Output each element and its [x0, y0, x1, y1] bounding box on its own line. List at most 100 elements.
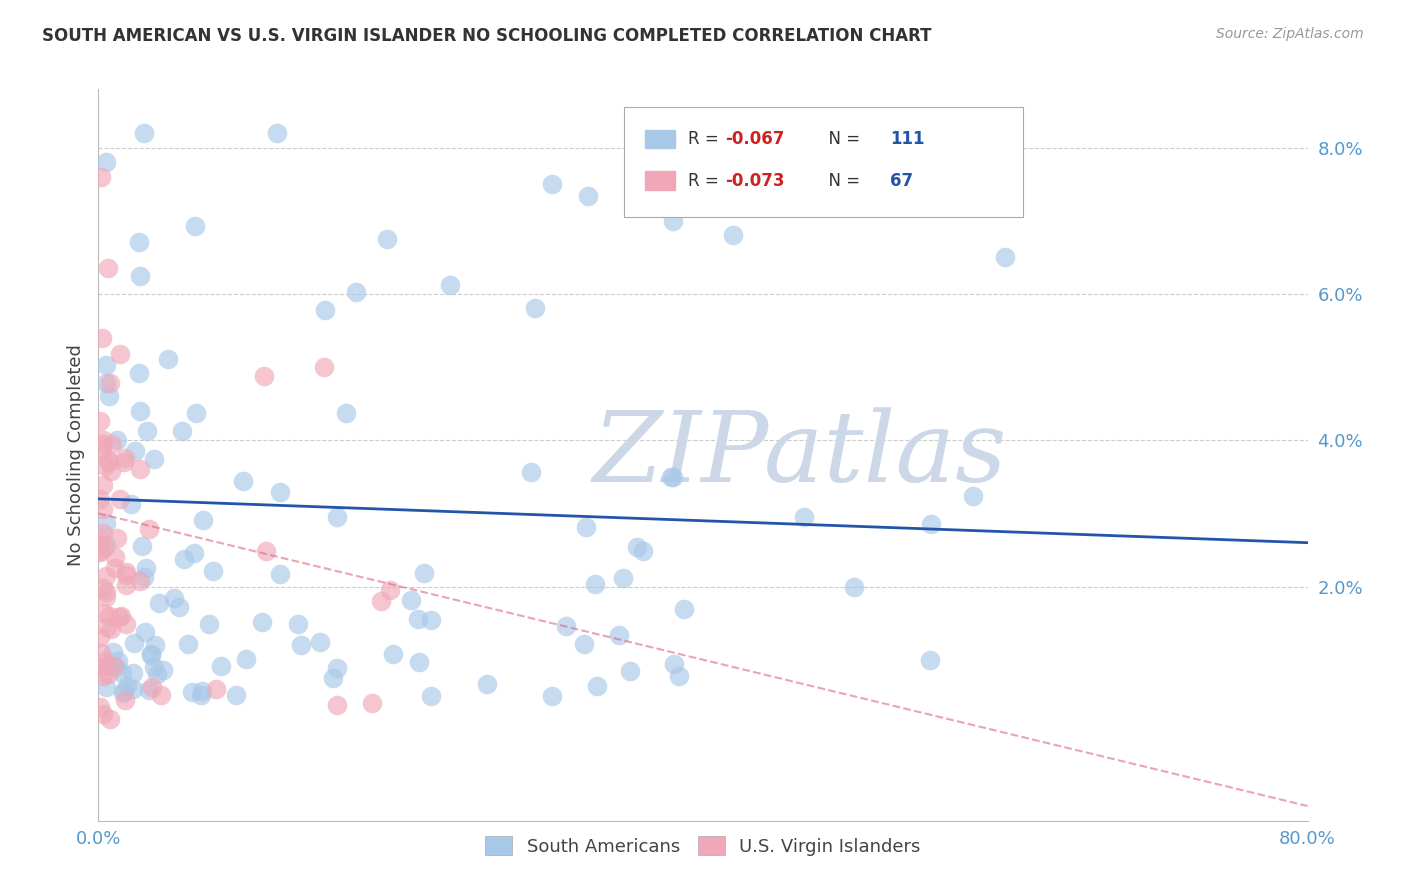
- Point: [889, 126, 911, 140]
- Point: [211, 659, 233, 673]
- Text: Source: ZipAtlas.com: Source: ZipAtlas.com: [1216, 27, 1364, 41]
- Point: [110, 346, 132, 360]
- Point: [269, 484, 291, 499]
- Point: [121, 681, 143, 696]
- Point: [122, 666, 145, 681]
- Point: [173, 551, 195, 566]
- Point: [101, 437, 124, 451]
- Point: [97, 667, 120, 681]
- Text: R =: R =: [689, 171, 724, 190]
- Point: [661, 470, 683, 484]
- Point: [89, 539, 111, 553]
- Point: [607, 628, 630, 642]
- Point: [406, 612, 429, 626]
- Point: [94, 659, 117, 673]
- Point: [235, 652, 257, 666]
- Point: [94, 585, 117, 599]
- Point: [120, 497, 142, 511]
- Point: [191, 684, 214, 698]
- Point: [114, 693, 136, 707]
- Point: [100, 376, 122, 391]
- Point: [114, 578, 136, 592]
- Point: [918, 653, 941, 667]
- Point: [91, 582, 114, 596]
- Point: [93, 502, 115, 516]
- Point: [844, 580, 866, 594]
- Point: [612, 571, 634, 585]
- Point: [89, 630, 111, 644]
- Point: [94, 568, 117, 582]
- Point: [163, 591, 186, 605]
- Point: [266, 126, 288, 140]
- Point: [129, 462, 152, 476]
- Point: [139, 647, 162, 661]
- Point: [344, 285, 367, 300]
- Point: [524, 301, 547, 315]
- Point: [89, 661, 111, 675]
- Point: [98, 389, 121, 403]
- Point: [149, 688, 172, 702]
- Point: [94, 516, 117, 530]
- Point: [360, 696, 382, 710]
- Point: [326, 698, 349, 712]
- Point: [412, 566, 434, 580]
- Point: [114, 567, 136, 582]
- Point: [143, 659, 166, 673]
- Point: [112, 455, 135, 469]
- Point: [128, 366, 150, 380]
- Point: [169, 599, 191, 614]
- Point: [89, 700, 111, 714]
- Y-axis label: No Schooling Completed: No Schooling Completed: [66, 344, 84, 566]
- Point: [198, 617, 221, 632]
- Point: [586, 679, 609, 693]
- Point: [170, 424, 193, 438]
- Point: [143, 451, 166, 466]
- Point: [673, 602, 696, 616]
- Point: [290, 638, 312, 652]
- Point: [94, 358, 117, 372]
- Point: [98, 609, 121, 624]
- Point: [146, 667, 169, 681]
- Point: [177, 637, 200, 651]
- Point: [723, 228, 745, 243]
- Point: [309, 634, 332, 648]
- Point: [572, 637, 595, 651]
- Point: [201, 564, 224, 578]
- Point: [91, 669, 114, 683]
- Point: [107, 654, 129, 668]
- Point: [152, 663, 174, 677]
- Point: [335, 406, 357, 420]
- Point: [287, 617, 309, 632]
- Point: [555, 619, 578, 633]
- Text: N =: N =: [818, 130, 865, 148]
- Point: [100, 465, 122, 479]
- Point: [382, 647, 405, 661]
- Point: [129, 268, 152, 283]
- Point: [994, 251, 1017, 265]
- Point: [378, 583, 401, 598]
- Point: [115, 565, 138, 579]
- Point: [94, 538, 117, 552]
- Point: [104, 550, 127, 565]
- Point: [114, 617, 136, 632]
- Point: [578, 189, 600, 203]
- Point: [269, 566, 291, 581]
- Point: [135, 561, 157, 575]
- Point: [190, 688, 212, 702]
- Point: [94, 458, 117, 473]
- Text: 67: 67: [890, 171, 914, 190]
- Point: [131, 539, 153, 553]
- Point: [96, 619, 118, 633]
- Point: [97, 453, 120, 467]
- Point: [659, 469, 682, 483]
- Point: [312, 360, 335, 375]
- Point: [103, 659, 125, 673]
- Point: [129, 574, 152, 589]
- Point: [89, 491, 111, 506]
- Point: [232, 475, 254, 489]
- Point: [134, 624, 156, 639]
- Point: [626, 541, 648, 555]
- Point: [94, 376, 117, 391]
- Point: [205, 682, 228, 697]
- Point: [793, 509, 815, 524]
